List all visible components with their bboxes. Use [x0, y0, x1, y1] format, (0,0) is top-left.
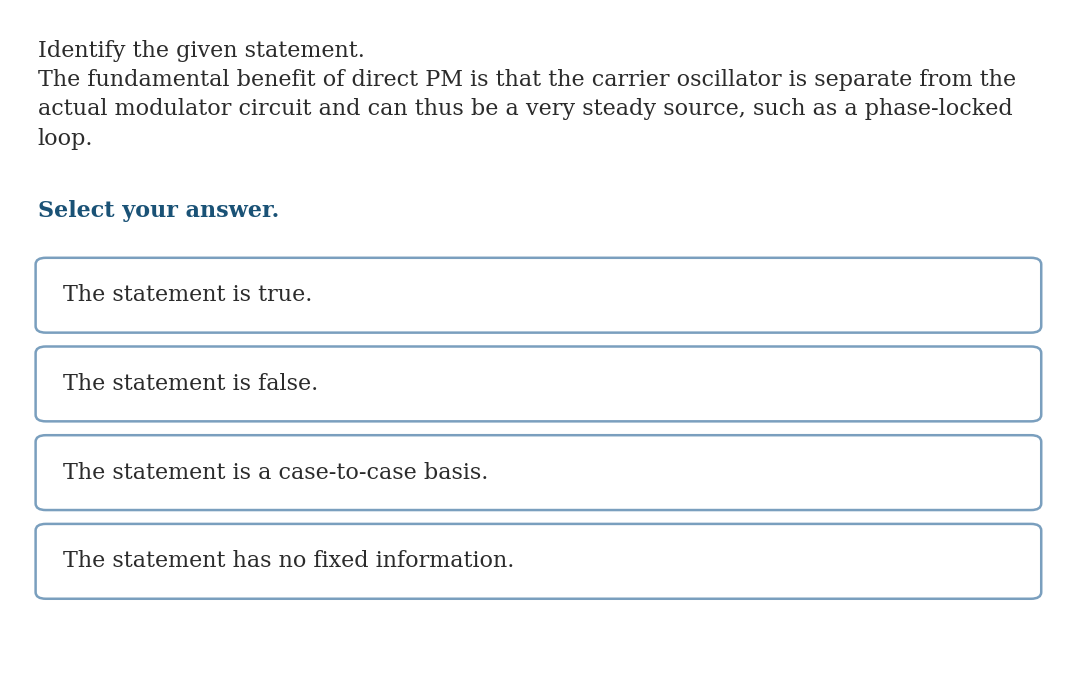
Text: actual modulator circuit and can thus be a very steady source, such as a phase-l: actual modulator circuit and can thus be… — [38, 98, 1012, 121]
Text: The statement is a case-to-case basis.: The statement is a case-to-case basis. — [63, 462, 488, 484]
FancyBboxPatch shape — [36, 258, 1041, 333]
Text: The statement has no fixed information.: The statement has no fixed information. — [63, 550, 514, 572]
Text: The statement is true.: The statement is true. — [63, 284, 312, 306]
FancyBboxPatch shape — [36, 346, 1041, 421]
Text: The statement is false.: The statement is false. — [63, 373, 318, 395]
Text: Select your answer.: Select your answer. — [38, 200, 279, 222]
Text: The fundamental benefit of direct PM is that the carrier oscillator is separate : The fundamental benefit of direct PM is … — [38, 69, 1016, 91]
Text: Identify the given statement.: Identify the given statement. — [38, 40, 365, 62]
FancyBboxPatch shape — [36, 524, 1041, 599]
Text: loop.: loop. — [38, 128, 93, 150]
FancyBboxPatch shape — [36, 435, 1041, 510]
